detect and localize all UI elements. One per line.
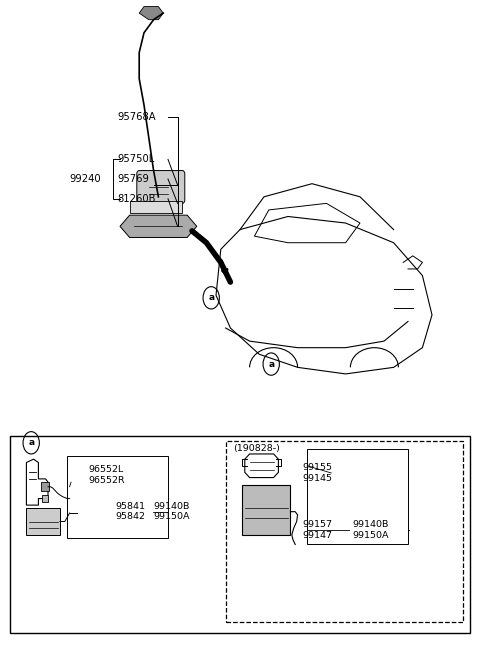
FancyBboxPatch shape	[41, 482, 49, 491]
Text: 95842: 95842	[115, 512, 145, 522]
Text: a: a	[208, 293, 214, 302]
Text: 95768A: 95768A	[118, 112, 156, 122]
Text: 99147: 99147	[302, 531, 332, 541]
FancyBboxPatch shape	[242, 485, 290, 535]
Text: a: a	[28, 438, 34, 447]
Text: (190828-): (190828-)	[233, 444, 280, 453]
Text: 96552L: 96552L	[89, 464, 124, 474]
FancyBboxPatch shape	[26, 508, 60, 535]
Text: 81260B: 81260B	[118, 194, 156, 204]
Text: 99140B: 99140B	[353, 520, 389, 529]
Text: 99240: 99240	[70, 174, 101, 184]
FancyBboxPatch shape	[130, 201, 182, 213]
Text: 96552R: 96552R	[89, 476, 125, 485]
Text: 99140B: 99140B	[154, 502, 190, 511]
FancyBboxPatch shape	[137, 171, 185, 203]
FancyBboxPatch shape	[42, 495, 48, 502]
Text: 99150A: 99150A	[154, 512, 190, 522]
Text: 99155: 99155	[302, 463, 332, 472]
Text: 99157: 99157	[302, 520, 332, 529]
Polygon shape	[139, 7, 163, 20]
Text: 99150A: 99150A	[353, 531, 389, 541]
Text: a: a	[268, 359, 274, 369]
Text: 95841: 95841	[115, 502, 145, 511]
Text: 95769: 95769	[118, 174, 149, 184]
Text: 95750L: 95750L	[118, 154, 155, 165]
FancyBboxPatch shape	[10, 436, 470, 633]
Text: 99145: 99145	[302, 474, 332, 483]
Polygon shape	[120, 215, 197, 237]
